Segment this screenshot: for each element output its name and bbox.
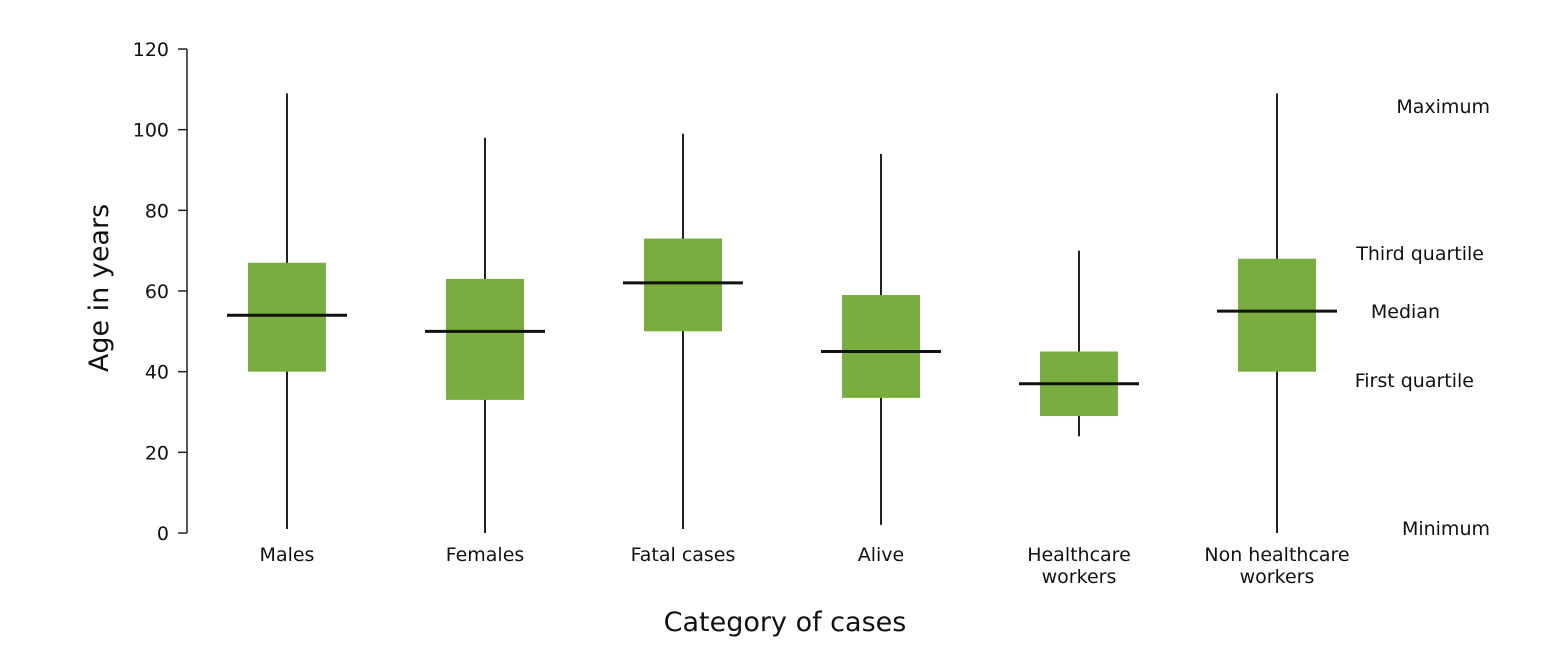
x-category-label: Fatal cases <box>631 544 736 566</box>
y-tick-label: 20 <box>145 442 169 464</box>
box-iqr <box>446 278 524 400</box>
box-group <box>227 93 347 529</box>
legend-maximum: Maximum <box>1396 96 1490 118</box>
y-tick-label: 120 <box>133 39 169 61</box>
y-axis: 0 20 40 60 80 100 120 <box>133 39 188 545</box>
x-category-label: Alive <box>858 544 905 566</box>
box-group <box>1217 93 1337 533</box>
box-group <box>821 153 941 525</box>
box-iqr <box>842 295 920 398</box>
box-series <box>227 93 1337 533</box>
y-tick-label: 80 <box>145 200 169 222</box>
legend-third-quartile: Third quartile <box>1355 243 1484 265</box>
x-category-label: Non healthcare workers <box>1204 544 1349 588</box>
y-axis-title: Age in years <box>84 204 115 372</box>
y-tick-label: 100 <box>133 120 169 142</box>
legend-minimum: Minimum <box>1402 518 1490 540</box>
x-category-label: Males <box>260 544 315 566</box>
box-group <box>425 137 545 533</box>
x-axis-category-labels: Males Females Fatal cases Alive Healthcare wo… <box>260 544 1350 588</box>
box-group <box>623 133 743 529</box>
box-iqr <box>248 262 326 372</box>
box-iqr <box>644 238 722 332</box>
y-tick-label: 60 <box>145 281 169 303</box>
y-tick-label: 0 <box>157 523 169 545</box>
y-tick-label: 40 <box>145 362 169 384</box>
legend-first-quartile: First quartile <box>1355 370 1474 392</box>
box-group <box>1019 250 1139 437</box>
legend-median: Median <box>1371 301 1440 323</box>
x-category-label: Females <box>446 544 525 566</box>
legend: Maximum Third quartile Median First quar… <box>1355 96 1490 540</box>
x-category-label: Healthcare workers <box>1027 544 1131 588</box>
box-iqr <box>1238 258 1316 372</box>
x-axis-title: Category of cases <box>664 607 907 638</box>
